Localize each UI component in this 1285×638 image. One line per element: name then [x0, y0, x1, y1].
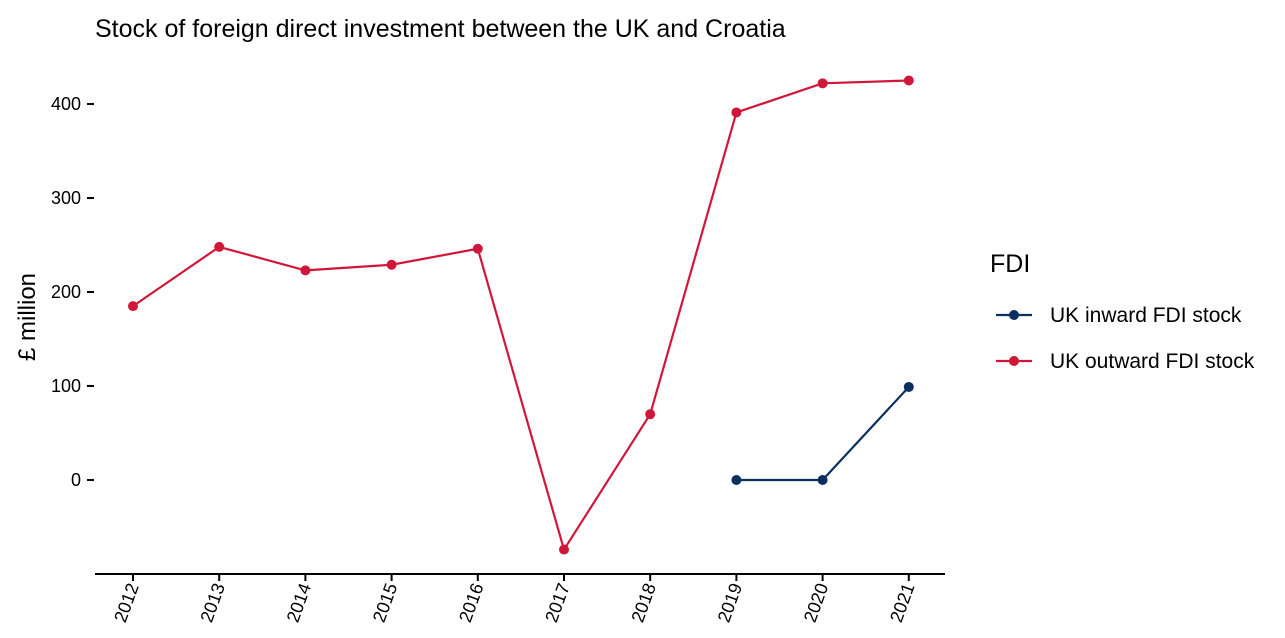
- x-tick-label: 2016: [455, 581, 487, 625]
- data-point: [817, 78, 828, 89]
- x-tick-label: 2019: [714, 581, 746, 625]
- data-point: [903, 75, 914, 86]
- data-point: [128, 301, 138, 312]
- y-tick-label: 100: [51, 376, 81, 396]
- chart-title: Stock of foreign direct investment betwe…: [95, 15, 786, 43]
- data-point: [817, 475, 828, 485]
- data-point: [472, 243, 483, 254]
- data-point: [903, 381, 914, 392]
- legend-title: FDI: [990, 250, 1030, 278]
- x-tick-label: 2014: [283, 581, 315, 625]
- y-axis-label: £ million: [14, 273, 41, 361]
- x-tick-label: 2021: [886, 581, 918, 625]
- x-tick-label: 2018: [627, 581, 659, 625]
- data-point: [214, 241, 225, 252]
- legend-label: UK outward FDI stock: [1050, 350, 1255, 373]
- series-line: [736, 386, 910, 482]
- x-tick-label: 2013: [196, 581, 228, 625]
- data-point: [559, 544, 569, 555]
- legend-marker: [1009, 356, 1019, 366]
- x-tick-label: 2012: [110, 581, 142, 625]
- legend-item: UK outward FDI stock: [996, 350, 1255, 373]
- series: [128, 75, 914, 555]
- x-tick-label: 2017: [541, 581, 573, 625]
- data-point: [731, 107, 742, 118]
- data-point: [386, 259, 397, 270]
- series-uk-outward-fdi-stock: [128, 75, 914, 555]
- data-point: [300, 265, 311, 276]
- series-uk-inward-fdi-stock: [731, 381, 914, 485]
- y-tick-label: 0: [71, 470, 81, 490]
- data-point: [731, 475, 742, 485]
- legend-label: UK inward FDI stock: [1050, 304, 1242, 327]
- legend-items: UK inward FDI stock UK outward FDI stock: [996, 304, 1255, 373]
- y-ticks: 0 100 200 300 400: [51, 94, 94, 490]
- series-line: [132, 79, 909, 551]
- y-tick-label: 400: [51, 94, 81, 114]
- x-tick-label: 2015: [369, 581, 401, 625]
- x-ticks: 2012 2013 2014 2015 2016 2017 2018 2019 2020 2021: [110, 574, 919, 625]
- legend: FDI UK inward FDI stock UK outward FDI st…: [990, 250, 1255, 373]
- legend-marker: [1009, 310, 1019, 320]
- y-tick-label: 200: [51, 282, 81, 302]
- legend-item: UK inward FDI stock: [996, 304, 1242, 327]
- y-tick-label: 300: [51, 188, 81, 208]
- x-tick-label: 2020: [800, 581, 832, 625]
- data-point: [645, 409, 656, 420]
